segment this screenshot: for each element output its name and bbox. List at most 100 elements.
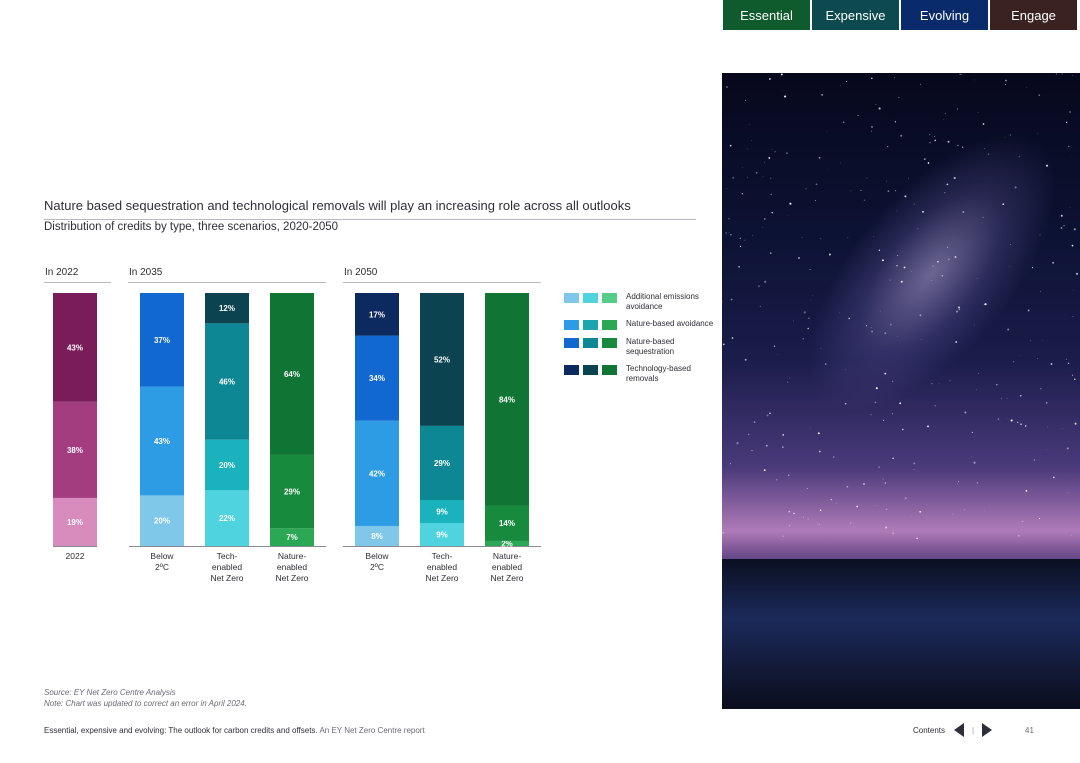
star (955, 340, 958, 344)
star (770, 177, 772, 179)
star (913, 462, 916, 465)
star (889, 323, 892, 326)
star (954, 256, 957, 258)
star (1065, 121, 1068, 123)
star (1038, 518, 1041, 520)
group-label-2050: In 2050 (344, 267, 378, 278)
star (885, 526, 888, 529)
star (764, 218, 766, 220)
star (744, 358, 747, 361)
bar-data-label: 17% (369, 310, 385, 319)
star (923, 158, 926, 161)
tab-expensive[interactable]: Expensive (812, 0, 899, 30)
star (747, 176, 748, 178)
star (840, 162, 842, 164)
star (902, 428, 904, 431)
star (1009, 266, 1010, 267)
star (865, 325, 868, 327)
star (722, 301, 723, 303)
contents-link[interactable]: Contents (913, 725, 946, 735)
star (722, 532, 725, 534)
star (819, 509, 822, 511)
tab-engage[interactable]: Engage (990, 0, 1077, 30)
legend-swatch (564, 338, 579, 348)
bar-data-label: 34% (369, 374, 385, 383)
x-category-label: Below (150, 551, 174, 561)
star (1069, 206, 1071, 208)
star (884, 372, 887, 375)
stars (722, 73, 1079, 543)
star (1014, 186, 1017, 189)
star (1072, 315, 1074, 318)
group-rule-2050 (343, 282, 541, 283)
star (842, 121, 845, 124)
star (748, 124, 750, 125)
star (729, 463, 731, 465)
star (784, 95, 787, 98)
star (982, 216, 984, 218)
star (977, 111, 979, 113)
star (826, 130, 828, 132)
star (919, 510, 922, 513)
star (904, 497, 907, 500)
star (929, 141, 931, 144)
star (762, 226, 763, 228)
star (802, 338, 804, 340)
star (963, 509, 965, 511)
star (896, 265, 898, 267)
next-page-icon[interactable] (982, 723, 993, 737)
tab-evolving[interactable]: Evolving (901, 0, 988, 30)
star (1000, 398, 1002, 400)
previous-page-icon[interactable] (954, 723, 965, 737)
star (1045, 401, 1048, 404)
bar-segment (140, 386, 184, 496)
bar-data-label: 19% (67, 518, 83, 527)
star (731, 337, 734, 339)
x-category-label: Below (365, 551, 389, 561)
star (1071, 374, 1074, 376)
bar-segment (53, 401, 97, 498)
x-category-label: Net Zero (425, 573, 458, 583)
star (891, 413, 893, 415)
star (746, 148, 748, 150)
star (870, 327, 872, 329)
star (880, 310, 881, 312)
star (774, 151, 776, 153)
bar-data-label: 37% (154, 336, 170, 345)
star (1024, 425, 1027, 427)
legend-swatch (564, 320, 579, 330)
star (957, 483, 958, 485)
star (1061, 428, 1063, 429)
star (863, 483, 865, 485)
star (739, 237, 741, 239)
bar-segment (140, 293, 184, 387)
star (884, 332, 887, 335)
bar-data-label: 42% (369, 469, 385, 478)
star (780, 73, 783, 76)
x-category-label: Nature- (278, 551, 307, 561)
star (722, 343, 725, 346)
bar-segment (420, 425, 464, 500)
legend-swatch (583, 293, 598, 303)
star (856, 505, 859, 508)
bar-segment (420, 500, 464, 523)
tab-essential[interactable]: Essential (723, 0, 810, 30)
x-category-label: enabled (492, 562, 523, 572)
star (803, 311, 806, 314)
star (892, 457, 894, 460)
bar-data-label: 9% (436, 508, 448, 517)
legend-label: Additional emissions avoidance (626, 292, 699, 311)
star (1072, 75, 1073, 76)
legend: Additional emissions avoidance Nature-ba… (564, 292, 716, 391)
star (836, 503, 837, 504)
bar-data-label: 29% (434, 459, 450, 468)
star (871, 126, 873, 128)
star (934, 405, 936, 407)
star (895, 190, 897, 192)
bar-data-label: 43% (67, 343, 83, 352)
star (1004, 83, 1007, 86)
star (1030, 340, 1032, 342)
star (820, 347, 822, 349)
star (957, 481, 959, 483)
star (825, 363, 827, 365)
